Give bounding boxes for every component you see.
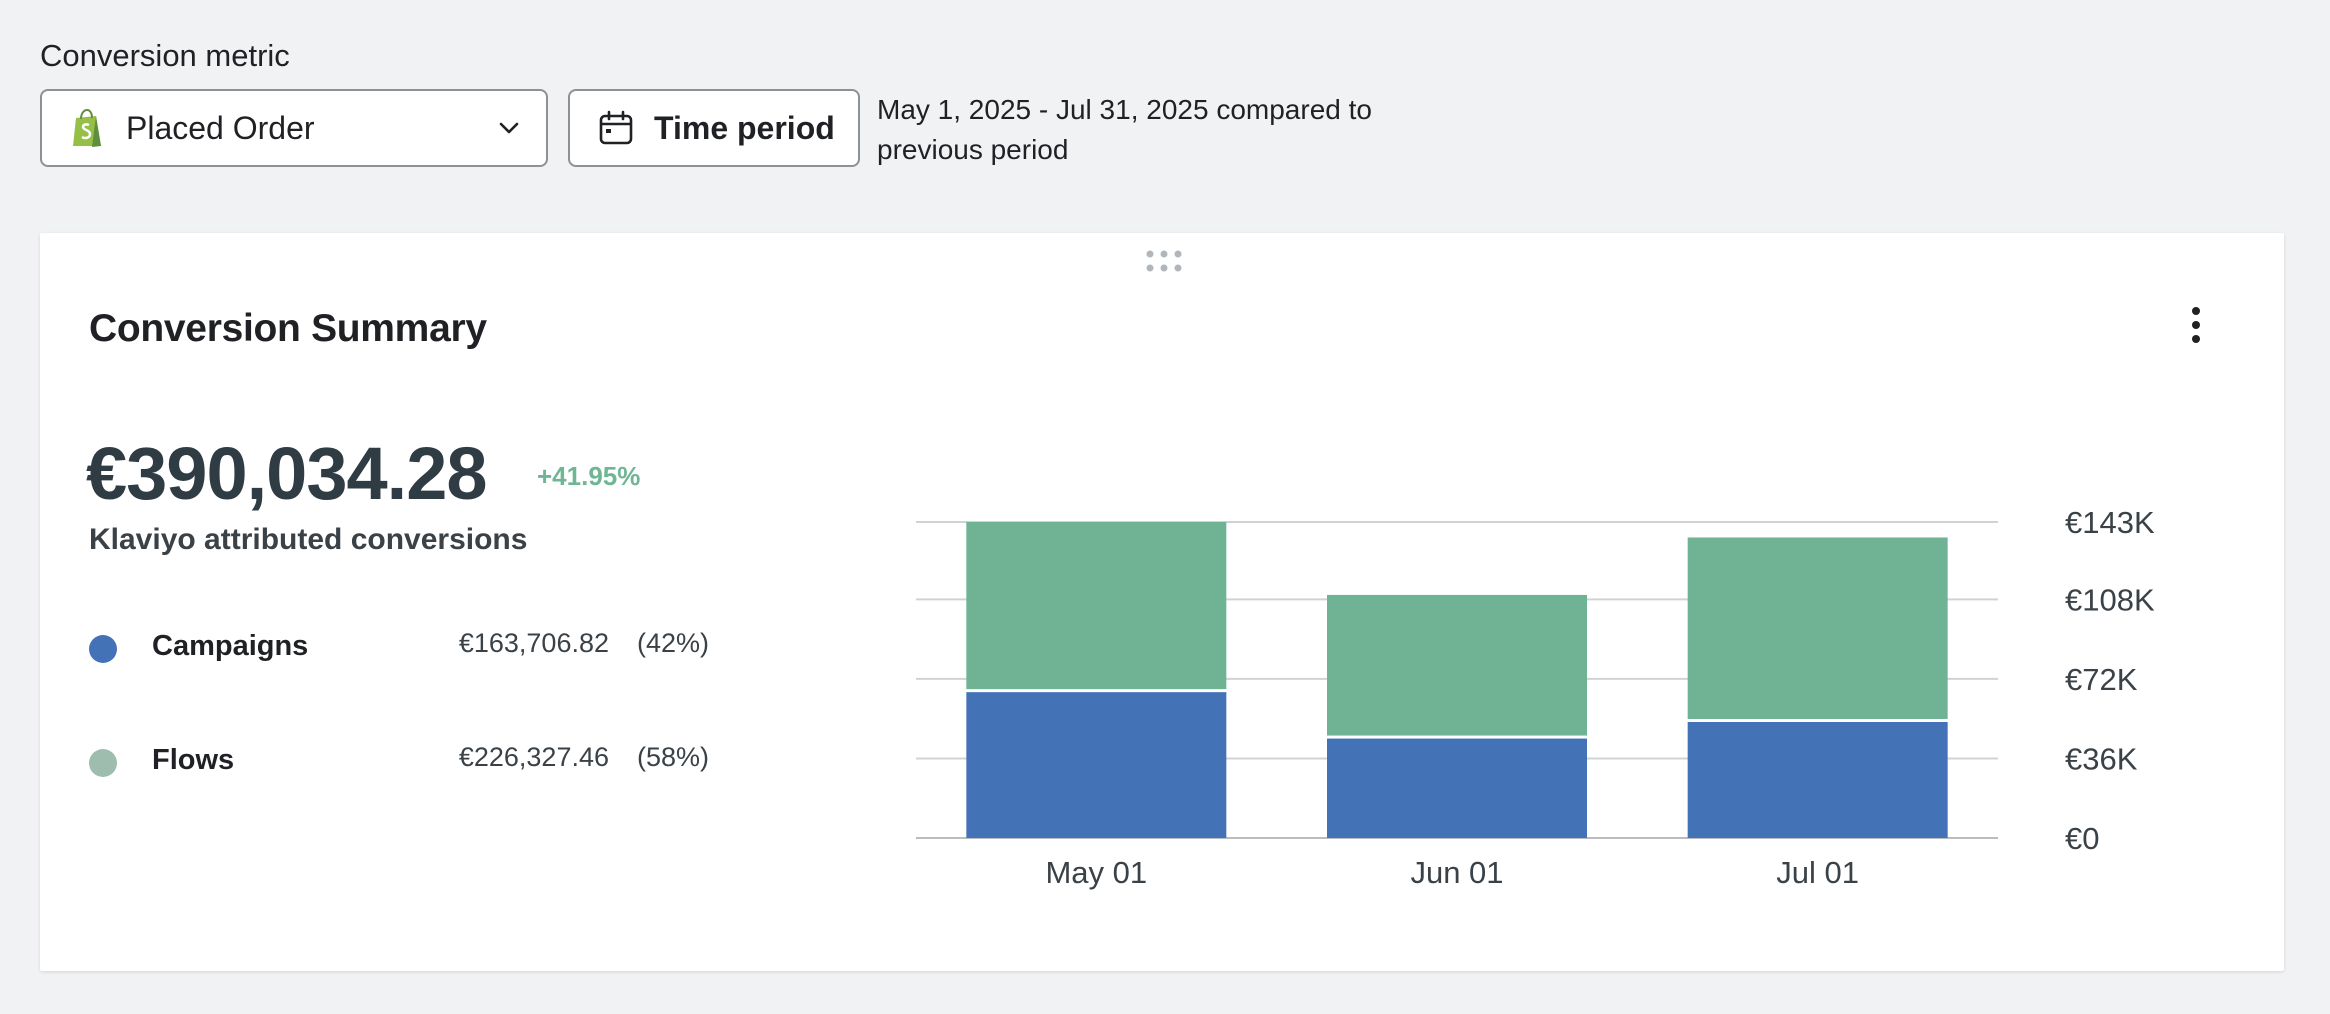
- time-period-label: Time period: [654, 109, 835, 146]
- total-conversion-value: €390,034.28: [86, 432, 488, 515]
- time-period-button[interactable]: Time period: [568, 89, 860, 167]
- conversion-stacked-bar-chart: €0 €36K €72K €108K €143K May 01 Jun 01 Jul 01: [916, 505, 2155, 890]
- period-description: May 1, 2025 - Jul 31, 2025 compared to p…: [877, 94, 1372, 165]
- bar-campaigns-0: [966, 692, 1227, 838]
- campaigns-dot-icon: [89, 635, 117, 663]
- legend-amount: €163,706.82: [458, 628, 609, 658]
- conversion-summary-card: Conversion Summary €390,034.28 +41.95% K…: [40, 233, 2284, 971]
- total-caption: Klaviyo attributed conversions: [89, 523, 528, 556]
- conversion-metric-label: Conversion metric: [40, 38, 290, 73]
- shopify-bag-icon: [73, 108, 101, 147]
- legend-name: Campaigns: [152, 630, 309, 662]
- bar-campaigns-1: [1327, 738, 1587, 838]
- x-tick-label: May 01: [1045, 855, 1147, 890]
- y-tick-label: €143K: [2065, 505, 2155, 540]
- y-tick-label: €36K: [2065, 741, 2138, 776]
- legend-percentage: (42%): [636, 628, 709, 658]
- x-tick-label: Jun 01: [1410, 855, 1503, 890]
- bar-flows-1: [1327, 594, 1587, 736]
- legend-percentage: (58%): [636, 742, 709, 772]
- y-tick-label: €108K: [2065, 582, 2155, 617]
- bar-flows-2: [1687, 537, 1948, 719]
- legend-name: Flows: [152, 744, 235, 776]
- change-percentage: +41.95%: [537, 461, 641, 491]
- legend-item-flows: Flows €226,327.46 (58%): [89, 742, 709, 782]
- y-tick-label: €72K: [2065, 662, 2138, 697]
- card-title: Conversion Summary: [89, 307, 487, 350]
- bar-flows-0: [966, 522, 1227, 690]
- flows-dot-icon: [89, 749, 117, 777]
- legend-amount: €226,327.46: [458, 742, 609, 772]
- more-options-icon[interactable]: [2184, 303, 2208, 347]
- conversion-metric-select[interactable]: Placed Order: [40, 89, 548, 167]
- y-tick-label: €0: [2065, 821, 2099, 856]
- chevron-down-icon: [499, 122, 519, 134]
- x-tick-label: Jul 01: [1776, 855, 1859, 890]
- bar-campaigns-2: [1687, 721, 1948, 838]
- legend-item-campaigns: Campaigns €163,706.82 (42%): [89, 628, 709, 668]
- conversion-metric-value: Placed Order: [126, 109, 315, 146]
- drag-handle-icon[interactable]: [1144, 247, 1184, 275]
- calendar-icon: [599, 110, 633, 145]
